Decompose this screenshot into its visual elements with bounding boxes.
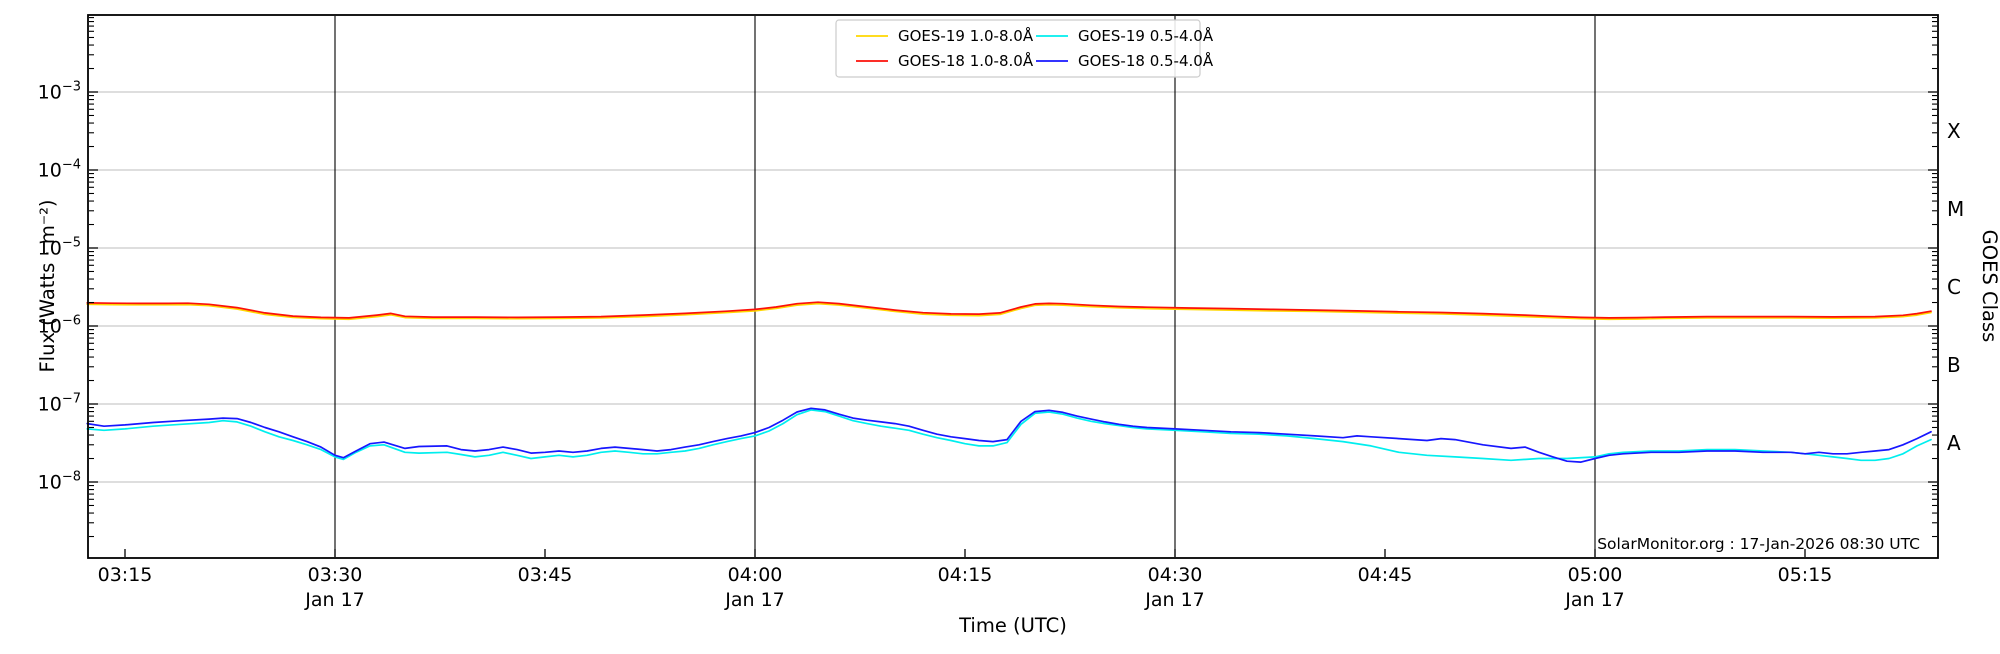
- y-tick-label: 10−8: [38, 470, 81, 494]
- series-layer: [86, 301, 1932, 463]
- x-tick-labels-layer: 03:15 03:30 Jan 17 03:45 04:00 Jan 17 04:15 04:…: [98, 564, 1833, 611]
- legend-label-goes19-short: GOES-19 0.5-4.0Å: [1078, 26, 1214, 45]
- series-line-goes19-long: [86, 302, 1932, 321]
- x-tick-label: 03:30: [308, 564, 363, 586]
- x-tick-label: 04:15: [938, 564, 993, 586]
- x-tick-label: 04:00: [728, 564, 783, 586]
- legend-label-goes18-long: GOES-18 1.0-8.0Å: [898, 51, 1034, 70]
- series-line-goes18-short: [86, 407, 1932, 463]
- y-tick-label: 10−5: [38, 236, 81, 260]
- plot-border: [87, 14, 1939, 559]
- legend-label-goes19-long: GOES-19 1.0-8.0Å: [898, 26, 1034, 45]
- x-tick-label: 03:45: [518, 564, 573, 586]
- y-axis-label-right: GOES Class: [1978, 230, 2000, 343]
- x-tick-label: 04:30: [1148, 564, 1203, 586]
- y-tick-labels-layer: 10−3 10−4 10−5 10−6 10−7 10−8: [38, 80, 81, 494]
- y-axis-label-left: Flux (Watts · m⁻²): [36, 199, 59, 372]
- x-tick-date-label: Jan 17: [304, 589, 365, 611]
- y-tick-label: 10−7: [38, 392, 81, 416]
- goes-class-label-b: B: [1947, 353, 1961, 377]
- horizontal-gridlines-layer: [89, 91, 1937, 483]
- goes-class-label-a: A: [1947, 431, 1961, 455]
- x-tick-label: 04:45: [1358, 564, 1413, 586]
- axis-ticks-layer: [89, 17, 1937, 557]
- y-tick-label: 10−3: [38, 80, 81, 104]
- watermark-annotation: SolarMonitor.org : 17-Jan-2026 08:30 UTC: [1597, 535, 1920, 553]
- x-tick-label: 03:15: [98, 564, 153, 586]
- goes-class-label-x: X: [1947, 119, 1961, 143]
- y-tick-label: 10−4: [38, 158, 81, 182]
- vertical-gridlines-layer: [334, 16, 1596, 557]
- goes-class-label-m: M: [1947, 197, 1964, 221]
- legend: GOES-19 1.0-8.0Å GOES-18 1.0-8.0Å GOES-1…: [835, 19, 1214, 78]
- x-tick-date-label: Jan 17: [1564, 589, 1625, 611]
- x-tick-label: 05:15: [1778, 564, 1833, 586]
- goes-class-labels-layer: A B C M X: [1947, 119, 1964, 455]
- series-line-goes19-short: [86, 409, 1932, 462]
- x-tick-date-label: Jan 17: [724, 589, 785, 611]
- x-tick-date-label: Jan 17: [1144, 589, 1205, 611]
- legend-label-goes18-short: GOES-18 0.5-4.0Å: [1078, 51, 1214, 70]
- legend-box: [835, 19, 1201, 78]
- x-axis-label: Time (UTC): [958, 614, 1067, 637]
- goes-class-label-c: C: [1947, 275, 1961, 299]
- y-tick-label: 10−6: [38, 314, 81, 338]
- series-line-goes18-long: [86, 301, 1932, 319]
- x-tick-label: 05:00: [1568, 564, 1623, 586]
